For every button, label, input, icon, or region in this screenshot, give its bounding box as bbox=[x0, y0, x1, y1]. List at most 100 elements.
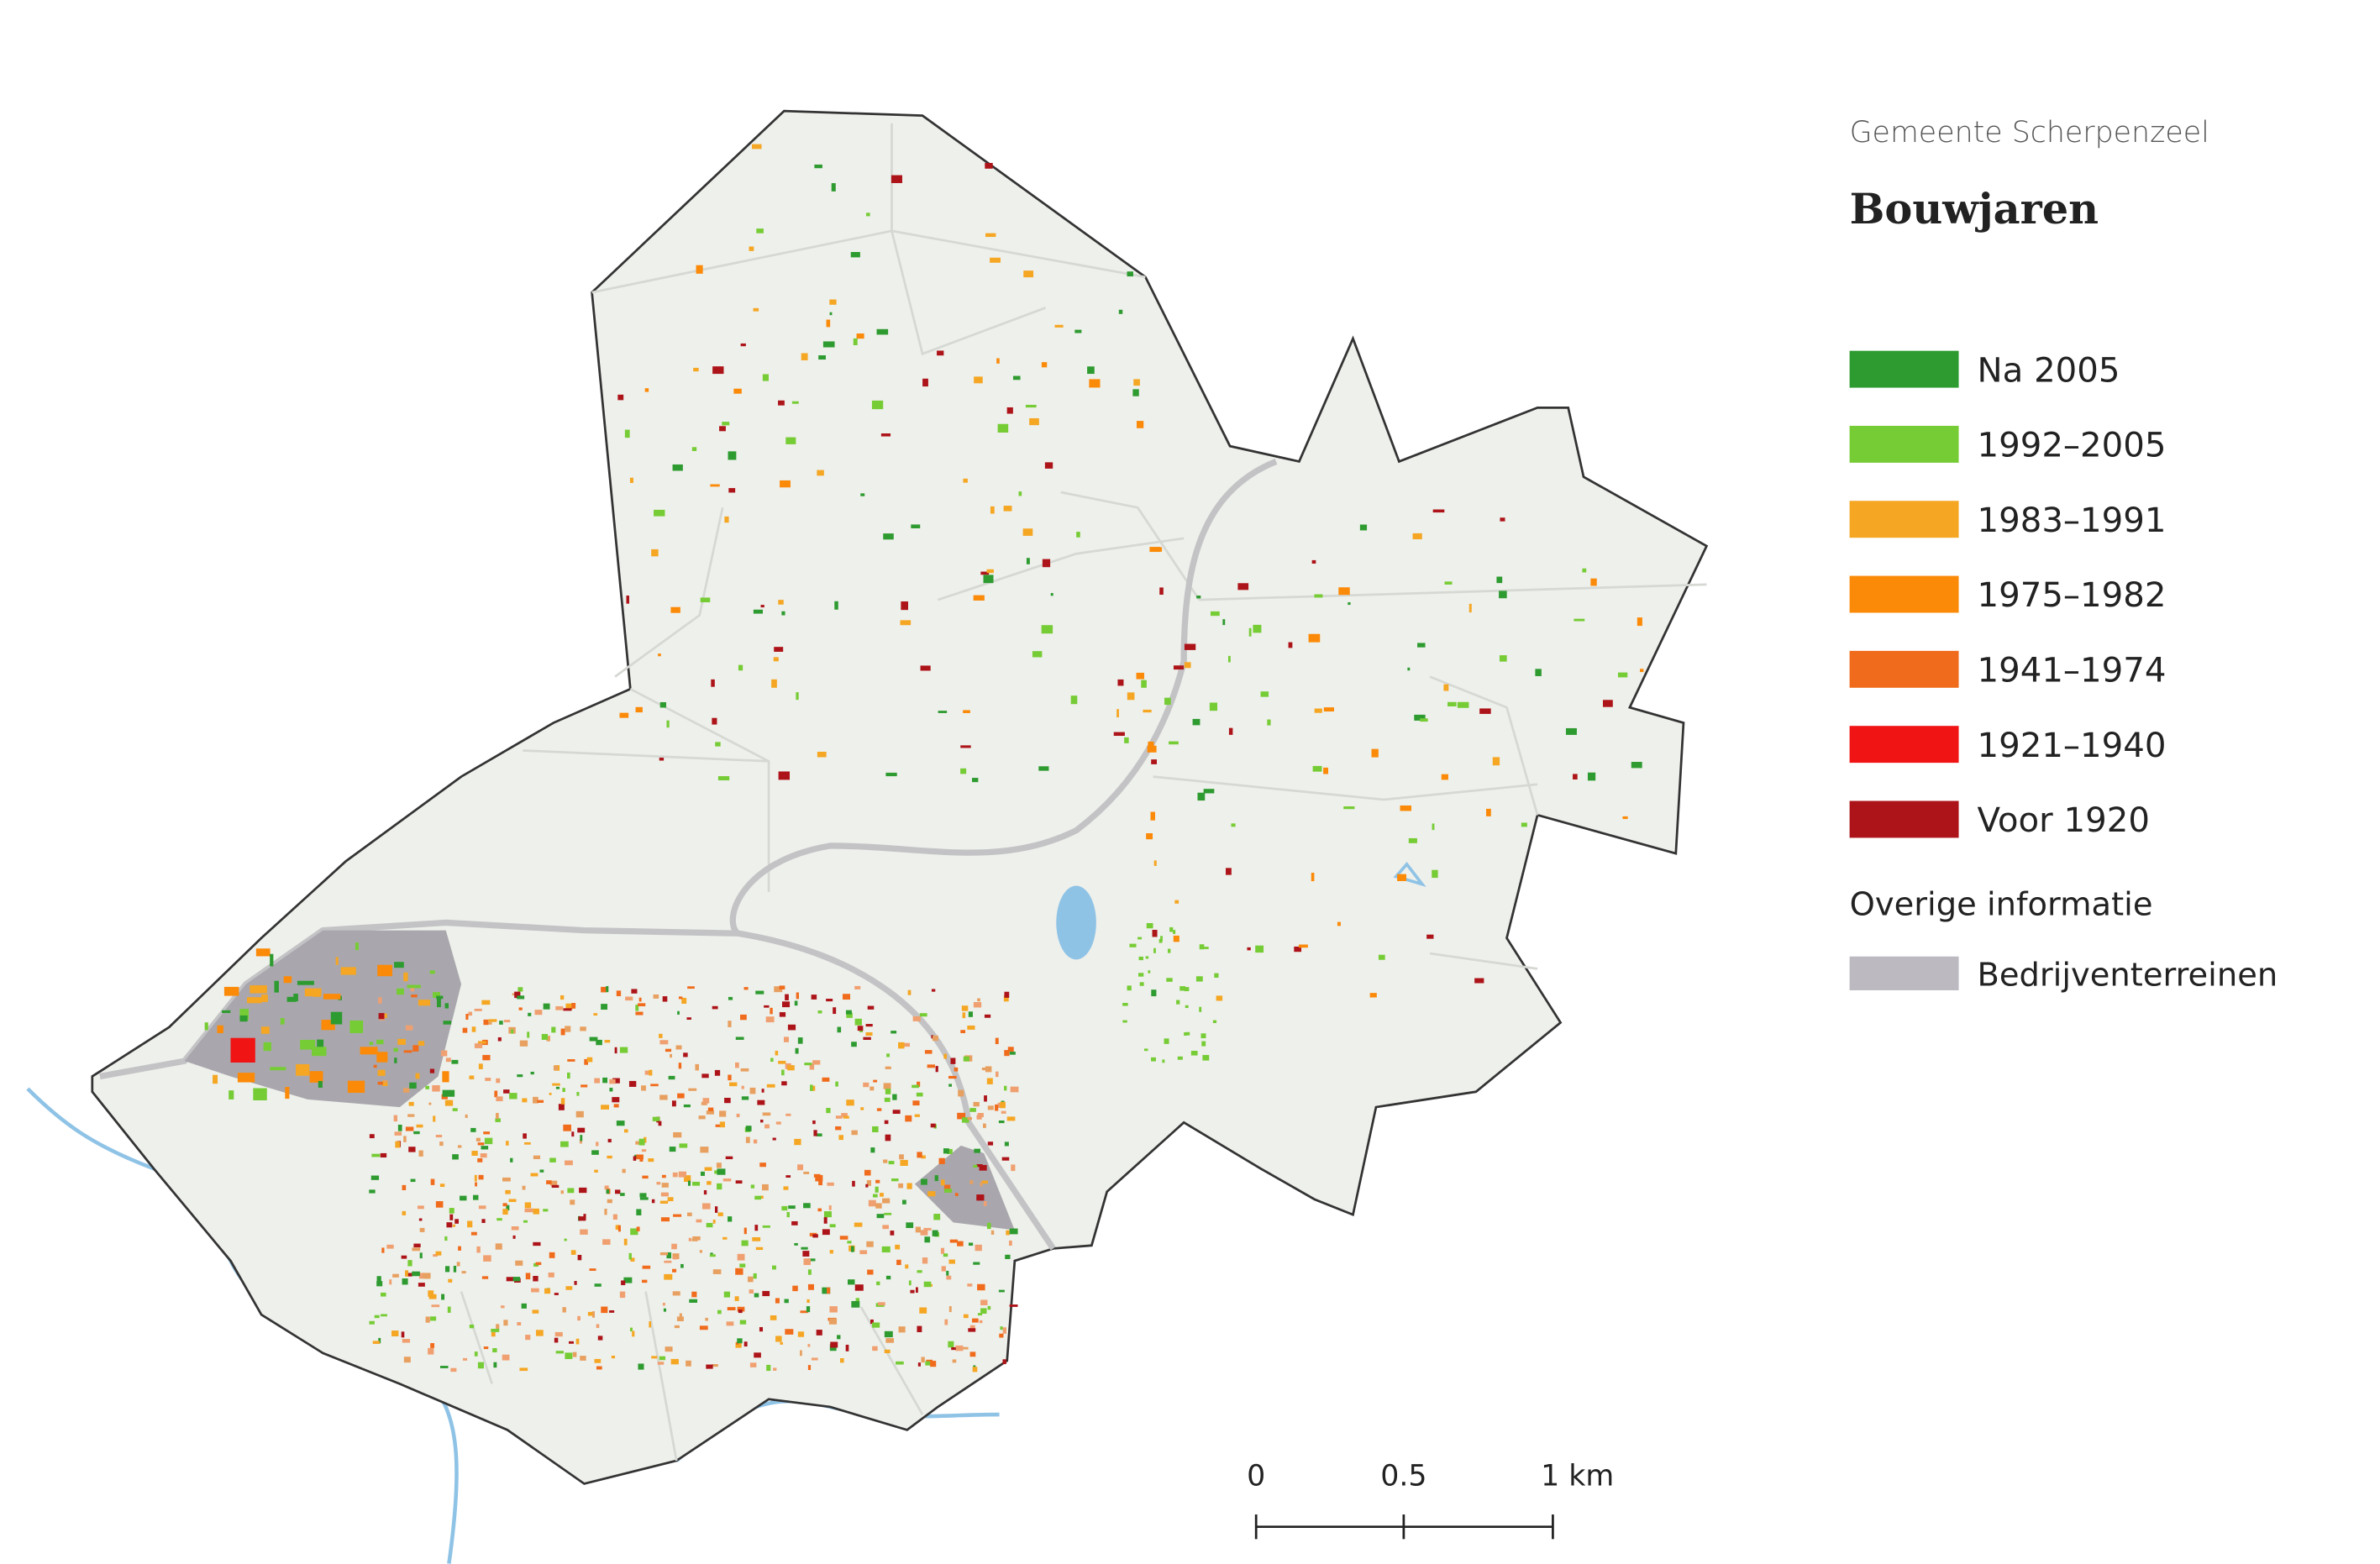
building bbox=[1582, 568, 1587, 573]
building bbox=[1087, 366, 1095, 375]
building bbox=[1400, 805, 1411, 811]
building bbox=[376, 1039, 384, 1045]
building bbox=[741, 1096, 749, 1100]
building bbox=[760, 1195, 764, 1199]
building bbox=[435, 1134, 443, 1138]
building bbox=[1288, 642, 1293, 648]
building bbox=[826, 999, 833, 1002]
building bbox=[932, 1230, 938, 1236]
building bbox=[975, 1244, 982, 1252]
building bbox=[474, 1174, 477, 1182]
building bbox=[477, 1142, 485, 1146]
building bbox=[638, 997, 642, 1002]
building bbox=[435, 1251, 442, 1256]
building bbox=[756, 228, 764, 234]
building bbox=[644, 1070, 652, 1075]
building bbox=[1009, 1228, 1018, 1235]
building bbox=[728, 1074, 732, 1081]
building bbox=[534, 1010, 543, 1016]
building bbox=[905, 1264, 909, 1269]
building bbox=[1070, 695, 1078, 705]
building bbox=[602, 1077, 608, 1084]
building bbox=[639, 1197, 649, 1200]
building bbox=[812, 1060, 821, 1065]
building bbox=[775, 1121, 781, 1125]
building bbox=[571, 1003, 576, 1009]
building bbox=[686, 1212, 692, 1216]
building bbox=[1129, 943, 1137, 947]
scale-label: 0.5 bbox=[1380, 1459, 1426, 1493]
building bbox=[412, 1247, 421, 1252]
building bbox=[680, 1263, 684, 1268]
building bbox=[502, 1177, 511, 1182]
building bbox=[612, 1214, 617, 1220]
building bbox=[864, 1169, 871, 1176]
building bbox=[749, 1289, 754, 1294]
building bbox=[843, 1115, 849, 1119]
building bbox=[940, 1179, 945, 1186]
building bbox=[976, 1194, 985, 1201]
building bbox=[401, 1255, 407, 1259]
building bbox=[594, 1283, 602, 1287]
building bbox=[1179, 986, 1186, 991]
building bbox=[951, 1346, 956, 1351]
building bbox=[891, 1031, 897, 1034]
building bbox=[999, 1333, 1004, 1338]
building bbox=[882, 1225, 889, 1230]
building bbox=[594, 1169, 598, 1173]
building bbox=[885, 772, 897, 777]
building bbox=[786, 1211, 790, 1218]
building bbox=[672, 1172, 678, 1178]
building bbox=[381, 1292, 386, 1297]
building bbox=[567, 1188, 575, 1194]
building bbox=[412, 1271, 420, 1277]
building bbox=[848, 1279, 855, 1285]
building bbox=[810, 1084, 813, 1091]
building bbox=[719, 1121, 725, 1128]
building bbox=[1173, 935, 1179, 942]
building bbox=[405, 1025, 413, 1031]
building bbox=[1184, 643, 1196, 650]
building bbox=[1146, 833, 1153, 840]
building bbox=[1009, 1052, 1016, 1055]
building bbox=[1311, 559, 1316, 564]
building bbox=[749, 1362, 757, 1367]
building bbox=[950, 1058, 956, 1064]
building bbox=[432, 1085, 440, 1092]
building bbox=[931, 989, 936, 992]
building bbox=[549, 1157, 556, 1163]
building bbox=[461, 1271, 466, 1274]
building bbox=[738, 1309, 743, 1314]
building bbox=[449, 1214, 454, 1220]
building bbox=[394, 962, 404, 968]
building bbox=[766, 1084, 775, 1088]
building bbox=[659, 1094, 668, 1100]
building bbox=[828, 1318, 838, 1325]
building bbox=[736, 1113, 740, 1118]
building bbox=[1521, 822, 1527, 827]
building bbox=[860, 1107, 864, 1110]
building bbox=[745, 1126, 752, 1131]
building bbox=[481, 1219, 486, 1223]
building bbox=[659, 1200, 669, 1204]
building bbox=[778, 400, 785, 406]
building bbox=[1443, 684, 1449, 691]
building bbox=[444, 1236, 448, 1241]
building bbox=[670, 1053, 672, 1058]
building bbox=[1260, 691, 1269, 697]
building bbox=[670, 1358, 679, 1365]
building bbox=[701, 1101, 707, 1105]
building bbox=[794, 1000, 798, 1006]
building bbox=[1216, 995, 1223, 1001]
building bbox=[468, 1011, 473, 1016]
building bbox=[1002, 1327, 1006, 1334]
building bbox=[774, 986, 783, 993]
building bbox=[901, 1042, 910, 1047]
building bbox=[880, 1193, 884, 1197]
building bbox=[1444, 581, 1453, 585]
building bbox=[503, 1320, 508, 1326]
building bbox=[560, 1098, 565, 1105]
building bbox=[927, 1191, 936, 1197]
building bbox=[617, 394, 624, 401]
building bbox=[905, 1115, 912, 1122]
